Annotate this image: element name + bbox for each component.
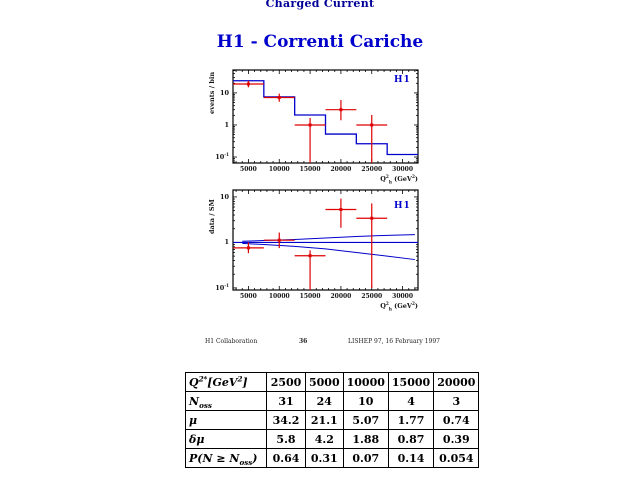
footer-conference-date: LISHEP 97, 16 February 1997 <box>348 338 440 345</box>
plot-frame <box>232 69 419 164</box>
table-cell: 24 <box>305 391 344 411</box>
table-cell: 0.31 <box>305 448 344 468</box>
table-cell: 21.1 <box>305 410 344 430</box>
y-tick-label: 10-1 <box>215 151 229 161</box>
x-tick-label: 20000 <box>330 293 352 300</box>
x-tick-label: 30000 <box>392 293 414 300</box>
x-axis-label: Q2h (GeV2) <box>380 173 418 185</box>
table-cell: 0.74 <box>433 410 480 430</box>
results-table: Q2*[GeV2] 2500 5000 10000 15000 20000 Noss 31 24… <box>185 372 480 468</box>
plot-canvas <box>232 189 419 291</box>
page-title: H1 - Correnti Cariche <box>216 32 424 52</box>
footer-page-number: 36 <box>299 338 308 345</box>
footer-collaboration: H1 Collaboration <box>205 338 258 345</box>
x-tick-label: 5000 <box>240 166 257 173</box>
row-label: Q2*[GeV2] <box>185 372 267 392</box>
y-axis-label: events / bin <box>208 71 216 114</box>
table-row: δμ 5.8 4.2 1.88 0.87 0.39 <box>185 429 480 449</box>
table-cell: 2500 <box>266 372 306 392</box>
table-cell: 15000 <box>387 372 435 392</box>
table-cell: 4 <box>387 391 435 411</box>
table-cell: 10 <box>342 391 389 411</box>
table-cell: 4.2 <box>305 429 344 449</box>
data-marker <box>339 207 343 211</box>
table-cell: 0.054 <box>433 448 480 468</box>
table-cell: 34.2 <box>266 410 306 430</box>
data-marker <box>246 82 250 86</box>
plot-canvas <box>232 69 419 164</box>
data-points <box>233 198 388 290</box>
band-lower-curve <box>242 242 415 261</box>
experiment-label: H1 <box>394 201 411 211</box>
data-over-sm-ratio-plot: 5000 10000 15000 20000 25000 30000 10 1 10-1 Q2h … <box>200 182 435 312</box>
x-tick-label: 10000 <box>268 166 290 173</box>
x-tick-label: 15000 <box>299 166 321 173</box>
table-cell: 0.07 <box>342 448 389 468</box>
table-cell: 1.88 <box>342 429 389 449</box>
x-axis-label: Q2h (GeV2) <box>380 300 418 312</box>
table-cell: 0.39 <box>433 429 480 449</box>
y-axis-label: data / SM <box>208 199 216 234</box>
table-header-row: Q2*[GeV2] 2500 5000 10000 15000 20000 <box>185 372 480 392</box>
y-tick-label: 10-1 <box>215 282 229 292</box>
y-tick-label: 1 <box>224 120 229 129</box>
x-tick-label: 25000 <box>361 166 383 173</box>
row-label: P(N ≥ Noss) <box>185 448 267 468</box>
plot-frame <box>232 189 419 291</box>
data-marker <box>246 246 250 250</box>
table-cell: 0.64 <box>266 448 306 468</box>
data-marker <box>339 108 343 112</box>
table-cell: 5.07 <box>342 410 389 430</box>
figure-footer: H1 Collaboration 36 LISHEP 97, 16 Februa… <box>205 338 440 345</box>
table-cell: 5.8 <box>266 429 306 449</box>
table-row: Noss 31 24 10 4 3 <box>185 391 480 411</box>
table-cell: 3 <box>433 391 480 411</box>
axis-ticks <box>233 190 418 290</box>
data-marker <box>308 123 312 127</box>
y-tick-label: 10 <box>219 192 229 201</box>
x-tick-label: 25000 <box>361 293 383 300</box>
row-label: δμ <box>185 429 267 449</box>
x-tick-label: 5000 <box>240 293 257 300</box>
table-cell: 0.14 <box>387 448 435 468</box>
table-row: P(N ≥ Noss) 0.64 0.31 0.07 0.14 0.054 <box>185 448 480 468</box>
data-marker <box>370 123 374 127</box>
x-tick-label: 20000 <box>330 166 352 173</box>
data-marker <box>277 238 281 242</box>
sm-histogram <box>233 80 418 156</box>
sm-expectation <box>233 80 418 156</box>
page-header-title: Charged Current <box>265 0 375 10</box>
events-vs-q2-plot: 5000 10000 15000 20000 25000 30000 10 1 10-1 Q2h … <box>200 62 435 185</box>
axis-ticks <box>233 70 418 163</box>
x-tick-label: 15000 <box>299 293 321 300</box>
table-cell: 20000 <box>433 372 480 392</box>
experiment-label: H1 <box>394 75 411 85</box>
y-tick-label: 1 <box>224 238 229 247</box>
table-cell: 1.77 <box>387 410 435 430</box>
y-tick-label: 10 <box>219 88 229 97</box>
x-tick-label: 30000 <box>392 166 414 173</box>
table-cell: 5000 <box>305 372 344 392</box>
x-tick-label: 10000 <box>268 293 290 300</box>
table-row: μ 34.2 21.1 5.07 1.77 0.74 <box>185 410 480 430</box>
row-label: μ <box>185 410 267 430</box>
data-points <box>233 80 388 163</box>
data-marker <box>277 96 281 100</box>
row-label: Noss <box>185 391 267 411</box>
data-marker <box>370 216 374 220</box>
table-cell: 0.87 <box>387 429 435 449</box>
data-marker <box>308 254 312 258</box>
table-cell: 31 <box>266 391 306 411</box>
table-cell: 10000 <box>342 372 389 392</box>
